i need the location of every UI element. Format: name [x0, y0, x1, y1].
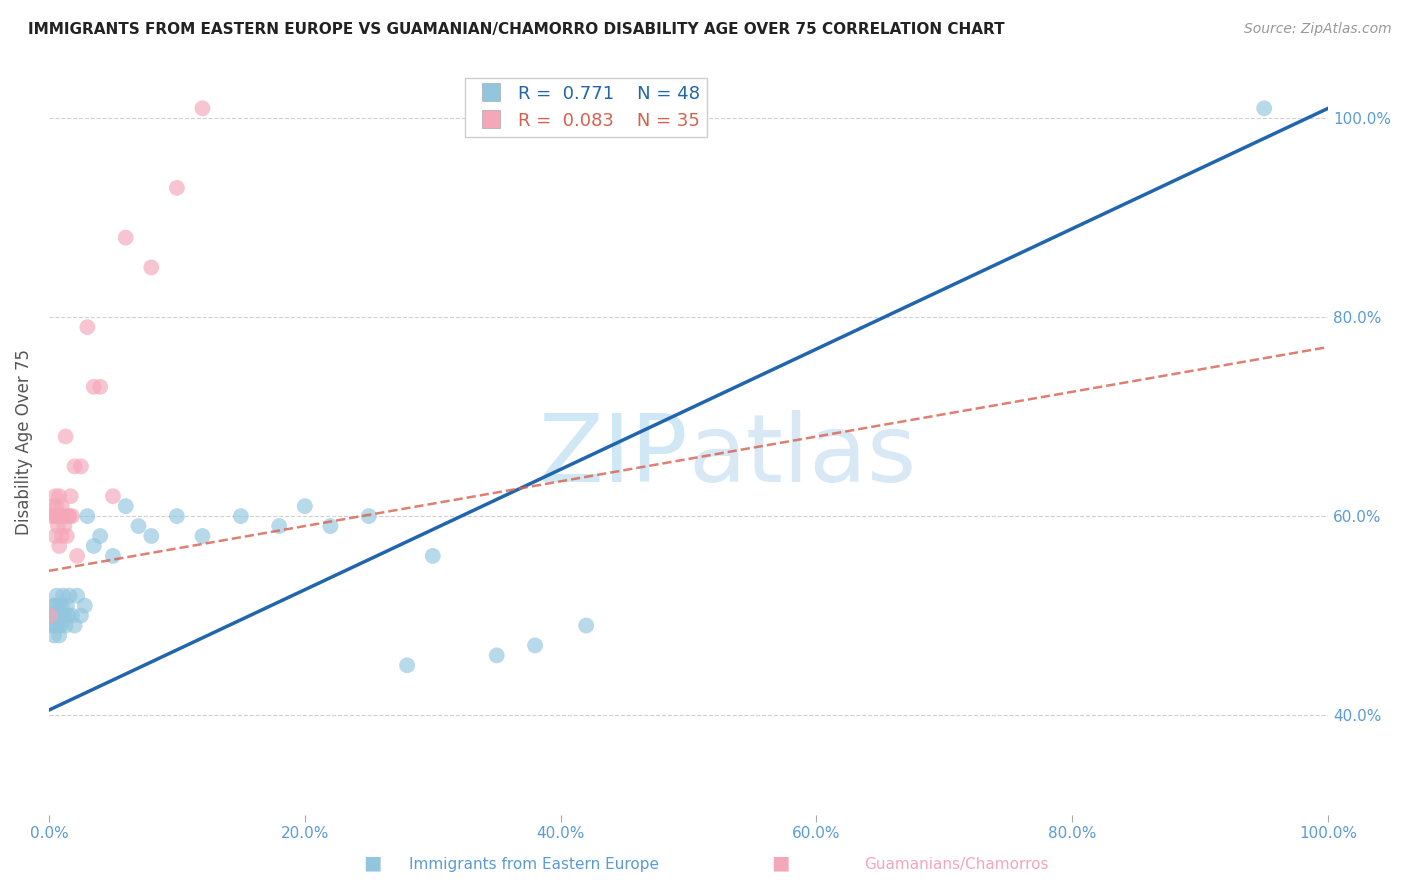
- Point: [485, 648, 508, 663]
- Point: [294, 499, 316, 513]
- Text: Guamanians/Chamorros: Guamanians/Chamorros: [863, 857, 1049, 872]
- Point: [319, 519, 342, 533]
- Point: [39, 608, 62, 623]
- Point: [70, 608, 93, 623]
- Point: [42, 608, 65, 623]
- Point: [89, 529, 111, 543]
- Text: Source: ZipAtlas.com: Source: ZipAtlas.com: [1244, 22, 1392, 37]
- Point: [45, 499, 67, 513]
- Point: [45, 509, 67, 524]
- Text: ZIP: ZIP: [538, 410, 689, 502]
- Text: atlas: atlas: [689, 410, 917, 502]
- Point: [46, 519, 69, 533]
- Point: [48, 489, 70, 503]
- Point: [524, 639, 547, 653]
- Point: [53, 608, 76, 623]
- Point: [45, 589, 67, 603]
- Point: [45, 608, 67, 623]
- Point: [83, 380, 105, 394]
- Point: [44, 489, 66, 503]
- Point: [51, 599, 73, 613]
- Point: [101, 489, 124, 503]
- Legend: R =  0.771    N = 48, R =  0.083    N = 35: R = 0.771 N = 48, R = 0.083 N = 35: [465, 78, 707, 137]
- Point: [52, 589, 75, 603]
- Point: [41, 618, 63, 632]
- Point: [63, 459, 86, 474]
- Point: [51, 499, 73, 513]
- Point: [42, 499, 65, 513]
- Point: [60, 608, 83, 623]
- Point: [60, 509, 83, 524]
- Point: [166, 181, 188, 195]
- Point: [56, 509, 79, 524]
- Point: [58, 589, 80, 603]
- Point: [128, 519, 150, 533]
- Point: [76, 509, 98, 524]
- Point: [229, 509, 252, 524]
- Point: [46, 618, 69, 632]
- Point: [422, 549, 444, 563]
- Point: [114, 230, 136, 244]
- Point: [56, 529, 79, 543]
- Point: [48, 539, 70, 553]
- Point: [396, 658, 419, 673]
- Point: [83, 539, 105, 553]
- Point: [49, 608, 72, 623]
- Point: [46, 509, 69, 524]
- Point: [70, 459, 93, 474]
- Point: [52, 509, 75, 524]
- Point: [56, 599, 79, 613]
- Point: [89, 380, 111, 394]
- Point: [49, 509, 72, 524]
- Point: [357, 509, 380, 524]
- Point: [269, 519, 291, 533]
- Point: [66, 549, 89, 563]
- Point: [44, 618, 66, 632]
- Point: [48, 628, 70, 642]
- Point: [49, 618, 72, 632]
- Point: [166, 509, 188, 524]
- Text: ■: ■: [770, 854, 790, 872]
- Point: [55, 429, 77, 443]
- Point: [63, 618, 86, 632]
- Point: [44, 599, 66, 613]
- Point: [575, 618, 598, 632]
- Y-axis label: Disability Age Over 75: Disability Age Over 75: [15, 349, 32, 534]
- Point: [44, 529, 66, 543]
- Text: ■: ■: [363, 854, 382, 872]
- Point: [42, 599, 65, 613]
- Point: [58, 509, 80, 524]
- Text: IMMIGRANTS FROM EASTERN EUROPE VS GUAMANIAN/CHAMORRO DISABILITY AGE OVER 75 CORR: IMMIGRANTS FROM EASTERN EUROPE VS GUAMAN…: [28, 22, 1005, 37]
- Point: [46, 608, 69, 623]
- Point: [76, 320, 98, 334]
- Point: [51, 608, 73, 623]
- Point: [42, 628, 65, 642]
- Point: [39, 608, 62, 623]
- Point: [141, 529, 163, 543]
- Point: [55, 618, 77, 632]
- Point: [191, 529, 214, 543]
- Point: [191, 101, 214, 115]
- Point: [66, 589, 89, 603]
- Point: [1253, 101, 1275, 115]
- Point: [56, 608, 79, 623]
- Point: [41, 509, 63, 524]
- Point: [51, 529, 73, 543]
- Point: [73, 599, 96, 613]
- Point: [53, 519, 76, 533]
- Point: [42, 509, 65, 524]
- Point: [141, 260, 163, 275]
- Point: [101, 549, 124, 563]
- Text: Immigrants from Eastern Europe: Immigrants from Eastern Europe: [409, 857, 659, 872]
- Point: [114, 499, 136, 513]
- Point: [59, 489, 82, 503]
- Point: [48, 599, 70, 613]
